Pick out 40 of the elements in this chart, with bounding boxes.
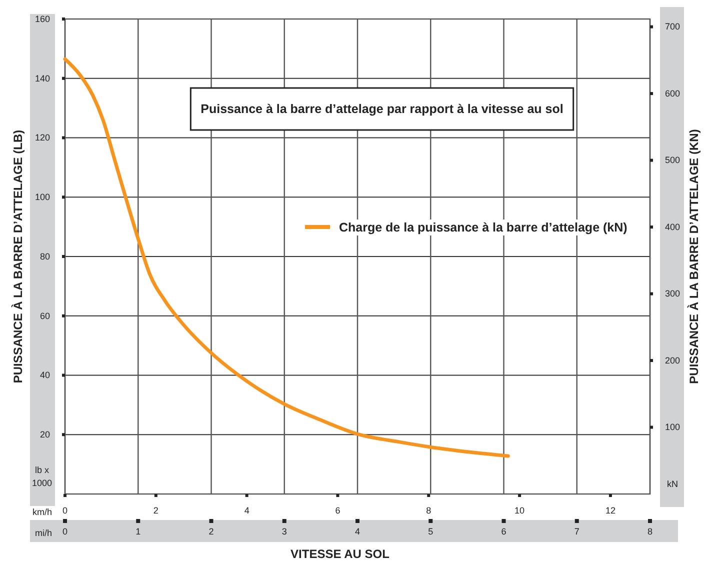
y-tick-label: 60 — [40, 310, 50, 321]
y-axis-title: PUISSANCE À LA BARRE D’ATTELAGE (LB) — [11, 130, 25, 384]
x2-tick-label: 6 — [335, 505, 340, 516]
text: lb x 1000 — [32, 465, 52, 488]
y-tick-label: 140 — [34, 73, 50, 84]
y-tick-label: 40 — [40, 370, 50, 380]
y2-axis-title: PUISSANCE À LA BARRE D’ATTELAGE (KN) — [687, 129, 701, 384]
y-tick-label: 80 — [40, 251, 50, 262]
x-tick-label: 4 — [354, 526, 360, 536]
y-tick-label: 20 — [40, 430, 50, 440]
y-tick-label: 160 — [34, 14, 50, 24]
y2-tick-label: 100 — [665, 422, 680, 432]
x-tick-label: 6 — [501, 526, 506, 536]
y2-tick-label: 400 — [665, 222, 680, 232]
y2-tick-label: 500 — [665, 155, 680, 166]
x-tick-label: 3 — [282, 526, 287, 536]
x2-tick-label: 0 — [62, 505, 68, 516]
x-tick-label: 8 — [647, 526, 653, 536]
x-tick-label: 2 — [208, 526, 214, 536]
x-tick-label: 7 — [574, 526, 580, 536]
text: mi/h — [34, 528, 52, 538]
x2-tick-label: 12 — [605, 505, 616, 516]
text: km/h — [32, 507, 52, 517]
y-tick-label: 120 — [34, 132, 50, 143]
x-tick-label: 5 — [428, 526, 434, 536]
x2-tick-label: 2 — [153, 505, 158, 516]
x2-tick-label: 10 — [514, 505, 525, 516]
legend-label: Charge de la puissance à la barre d’attelage (kN) — [339, 220, 628, 234]
text: Puissance à la barre d’attelage par rapport à la vitesse au sol — [200, 102, 564, 116]
y2-tick-label: 200 — [665, 355, 680, 366]
y-tick-label: 100 — [34, 192, 50, 202]
y2-tick-label: 600 — [665, 88, 680, 98]
x-tick-label: 0 — [62, 526, 68, 536]
y2-tick-label: 300 — [665, 288, 680, 299]
text: kN — [667, 479, 678, 489]
y2-tick-label: 700 — [665, 22, 680, 32]
x2-tick-label: 4 — [244, 505, 250, 516]
x2-tick-label: 8 — [426, 505, 432, 516]
x-tick-label: 1 — [136, 526, 141, 536]
x-axis-title: VITESSE AU SOL — [290, 547, 390, 561]
